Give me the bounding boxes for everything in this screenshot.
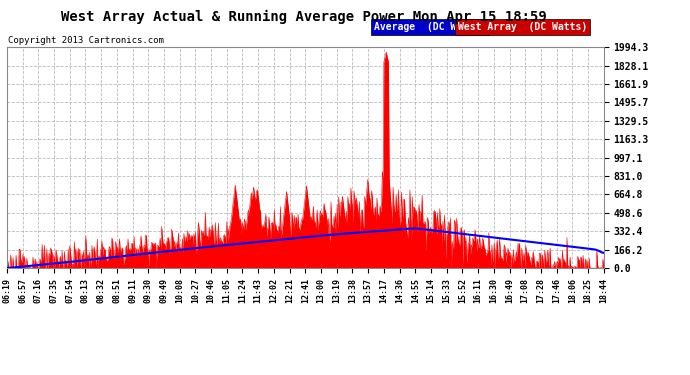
Text: Average  (DC Watts): Average (DC Watts) — [374, 22, 486, 32]
Text: West Array Actual & Running Average Power Mon Apr 15 18:59: West Array Actual & Running Average Powe… — [61, 9, 546, 24]
Text: West Array  (DC Watts): West Array (DC Watts) — [457, 22, 586, 32]
Text: Copyright 2013 Cartronics.com: Copyright 2013 Cartronics.com — [8, 36, 164, 45]
